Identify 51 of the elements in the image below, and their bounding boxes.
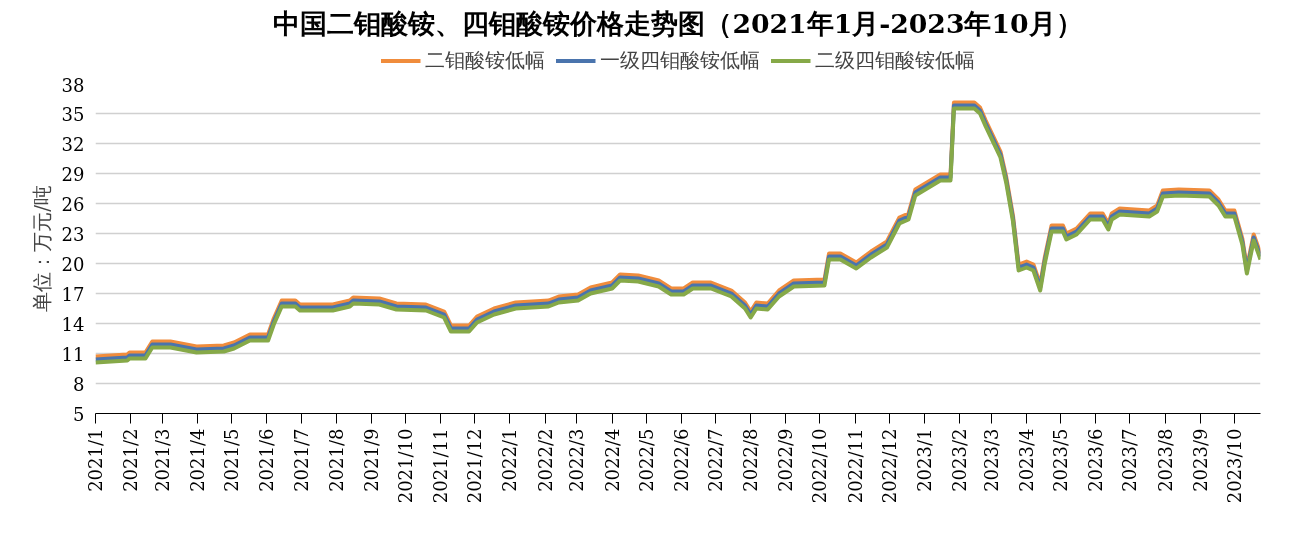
x-tick-label: 2023/7 xyxy=(1119,428,1141,492)
x-tick-label: 2022/1 xyxy=(499,428,521,492)
x-tick-label: 2023/8 xyxy=(1154,428,1176,492)
y-axis-title: 单位：万元/吨 xyxy=(29,185,54,312)
x-tick-label: 2021/1 xyxy=(85,428,106,492)
x-tick-label: 2022/4 xyxy=(601,428,623,492)
x-tick-label: 2022/6 xyxy=(670,428,692,492)
y-tick-label: 5 xyxy=(73,403,85,425)
x-tick-label: 2022/9 xyxy=(775,428,797,492)
y-tick-label: 23 xyxy=(61,223,85,245)
legend-label: 一级四钼酸铵低幅 xyxy=(600,46,760,74)
y-tick-label: 14 xyxy=(61,313,85,335)
x-tick-label: 2023/6 xyxy=(1085,428,1107,492)
y-tick-label: 35 xyxy=(61,103,85,125)
x-tick-label: 2022/11 xyxy=(844,428,866,504)
x-tick-label: 2023/1 xyxy=(913,428,935,492)
x-tick-label: 2022/5 xyxy=(635,428,657,492)
x-tick-label: 2022/12 xyxy=(878,428,900,504)
x-tick-label: 2021/12 xyxy=(464,428,486,504)
legend-label: 二钼酸铵低幅 xyxy=(425,46,545,74)
y-tick-label: 38 xyxy=(61,74,85,96)
y-tick-label: 26 xyxy=(61,193,85,215)
x-tick-label: 2021/6 xyxy=(256,428,278,492)
x-tick-label: 2022/10 xyxy=(809,428,831,504)
chart-title: 中国二钼酸铵、四钼酸铵价格走势图（2021年1月-2023年10月） xyxy=(273,7,1083,39)
x-tick-label: 2022/2 xyxy=(534,428,556,492)
x-tick-label: 2021/10 xyxy=(394,428,416,504)
x-tick-label: 2021/3 xyxy=(151,428,173,492)
x-tick-label: 2023/5 xyxy=(1050,428,1072,492)
x-tick-label: 2021/11 xyxy=(430,428,452,504)
x-tick-label: 2023/4 xyxy=(1016,428,1038,492)
x-tick-label: 2021/2 xyxy=(120,428,142,492)
y-tick-label: 29 xyxy=(61,163,85,185)
x-tick-label: 2021/9 xyxy=(360,428,382,492)
x-tick-label: 2023/3 xyxy=(980,428,1002,492)
x-tick-label: 2023/9 xyxy=(1189,428,1211,492)
x-tick-label: 2021/7 xyxy=(290,428,312,492)
x-tick-label: 2023/2 xyxy=(949,428,971,492)
x-tick-label: 2022/7 xyxy=(704,428,726,492)
x-tick-label: 2022/3 xyxy=(566,428,588,492)
x-tick-label: 2021/5 xyxy=(221,428,243,492)
y-tick-label: 8 xyxy=(73,373,85,395)
x-tick-label: 2021/8 xyxy=(325,428,347,492)
x-tick-label: 2023/10 xyxy=(1223,428,1245,504)
y-tick-label: 32 xyxy=(61,133,85,155)
legend-label: 二级四钼酸铵低幅 xyxy=(815,46,975,74)
x-tick-label: 2022/8 xyxy=(740,428,762,492)
y-tick-label: 20 xyxy=(61,253,85,275)
y-tick-label: 11 xyxy=(61,343,85,365)
x-tick-label: 2021/4 xyxy=(187,428,209,492)
y-tick-label: 17 xyxy=(61,283,85,305)
